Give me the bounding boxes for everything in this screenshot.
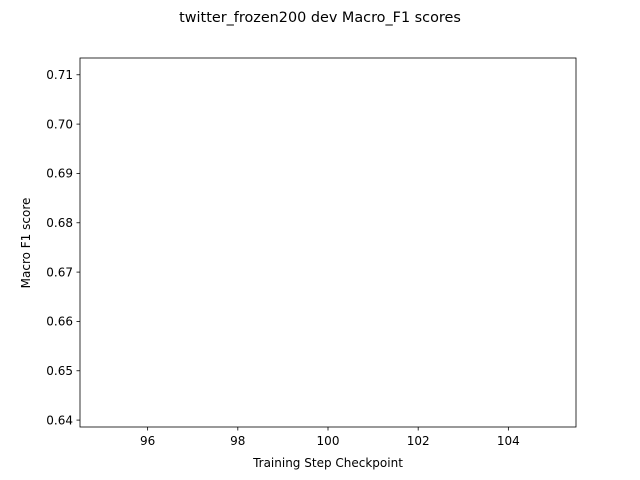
y-tick-label: 0.71	[46, 68, 73, 82]
y-tick-label: 0.65	[46, 364, 73, 378]
y-axis-label: Macro F1 score	[19, 198, 33, 289]
x-tick-label: 98	[230, 434, 245, 448]
y-tick-label: 0.68	[46, 216, 73, 230]
x-axis-ticks: 96 98 100 102 104	[140, 427, 520, 448]
y-tick-label: 0.67	[46, 265, 73, 279]
y-tick-label: 0.64	[46, 413, 73, 427]
plot-area-frame	[79, 57, 577, 428]
x-tick-label: 96	[140, 434, 155, 448]
y-tick-label: 0.69	[46, 167, 73, 181]
y-tick-label: 0.66	[46, 315, 73, 329]
x-tick-label: 102	[407, 434, 430, 448]
chart-title: twitter_frozen200 dev Macro_F1 scores	[179, 10, 461, 26]
x-tick-label: 104	[497, 434, 520, 448]
y-axis-ticks: 0.64 0.65 0.66 0.67 0.68 0.69 0.70 0.71	[46, 68, 80, 427]
y-tick-label: 0.70	[46, 117, 73, 131]
x-axis-label: Training Step Checkpoint	[252, 456, 403, 470]
x-tick-label: 100	[317, 434, 340, 448]
